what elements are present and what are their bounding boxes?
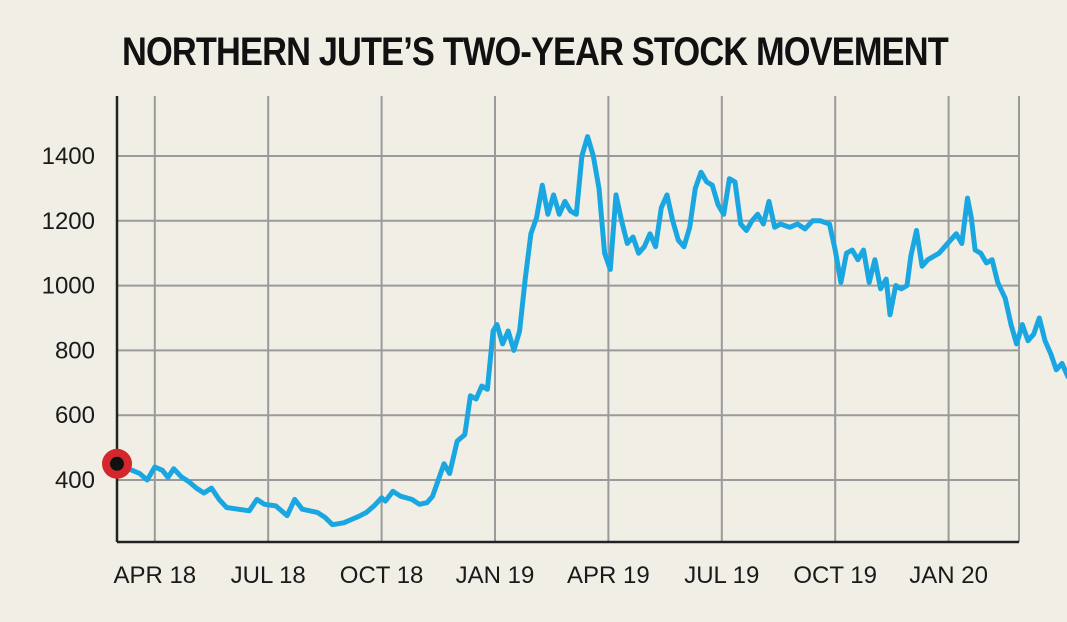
- axes: [115, 96, 1019, 544]
- y-tick-label: 1400: [42, 143, 95, 170]
- x-tick-label: OCT 19: [793, 562, 877, 589]
- x-tick-label: JUL 18: [231, 562, 306, 589]
- endpoints: [102, 448, 132, 479]
- y-tick-label: 1200: [42, 208, 95, 235]
- grid: [117, 96, 1020, 542]
- y-tick-label: 600: [55, 402, 95, 429]
- x-tick-label: JAN 19: [456, 562, 535, 589]
- x-tick-label: JUL 19: [684, 562, 759, 589]
- y-tick-label: 1000: [42, 273, 95, 300]
- stock-price-line: [114, 134, 1067, 528]
- y-axis-labels: 400 600 800 1000 1200 1400: [42, 143, 95, 494]
- series: [114, 134, 1067, 528]
- x-axis-labels: APR 18 JUL 18 OCT 18 JAN 19 APR 19 JUL 19 OCT …: [113, 562, 988, 589]
- x-tick-label: APR 18: [113, 562, 196, 589]
- chart-title: NORTHERN JUTE’S TWO-YEAR STOCK MOVEMENT: [122, 30, 949, 74]
- start-point-dot: [110, 456, 124, 471]
- y-tick-label: 400: [55, 467, 95, 494]
- x-tick-label: APR 19: [567, 562, 650, 589]
- y-tick-label: 800: [55, 337, 95, 364]
- x-tick-label: JAN 20: [909, 562, 988, 589]
- x-tick-label: OCT 18: [340, 562, 424, 589]
